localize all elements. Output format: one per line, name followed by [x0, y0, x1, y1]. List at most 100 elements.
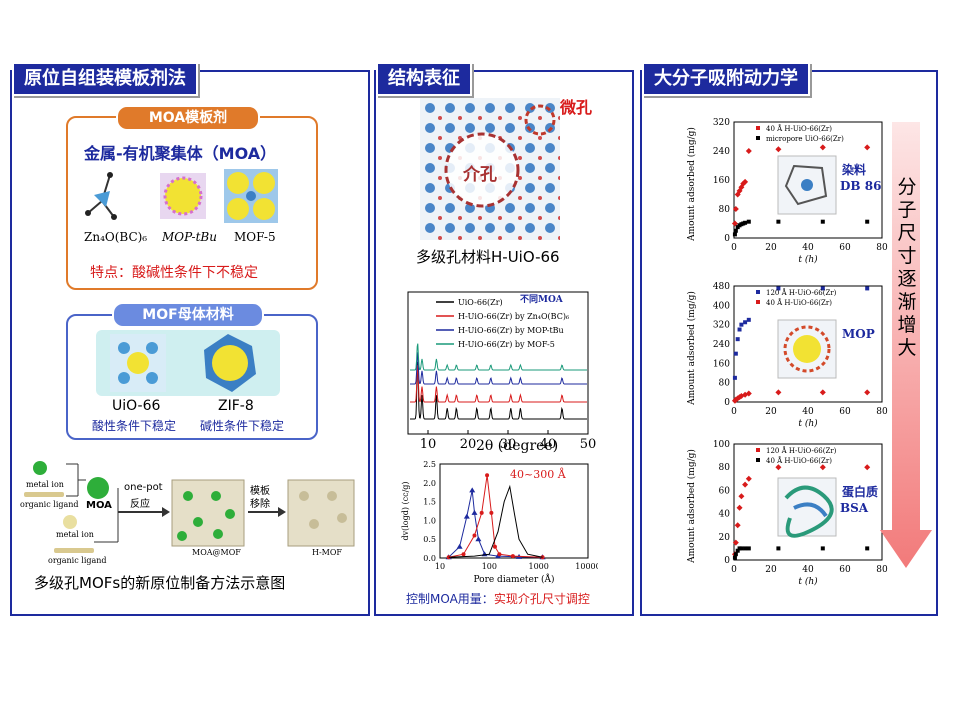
lattice-node — [505, 123, 515, 133]
lattice-oxygen — [538, 196, 542, 200]
kinetic-point — [775, 389, 782, 396]
lattice-node — [465, 223, 475, 233]
kinetic-point — [819, 389, 826, 396]
kinetic-ytick-label: 80 — [719, 379, 731, 389]
kinetic-point — [737, 327, 742, 332]
kinetic-point — [732, 539, 739, 546]
lattice-node — [545, 163, 555, 173]
kinetic-xlabel: t (h) — [798, 418, 818, 429]
lattice-oxygen — [438, 136, 442, 140]
lattice-oxygen — [538, 136, 542, 140]
xrd-xtick-label: 50 — [580, 437, 597, 452]
lattice-oxygen — [538, 116, 542, 120]
kinetic-ytick-label: 40 — [719, 510, 731, 520]
pore-point — [456, 543, 463, 549]
size-increase-arrow — [880, 122, 932, 570]
kinetic-chart-1: 0 80 160 240 320 0 20 40 60 80 t (h) Amount adsorbe… — [680, 116, 890, 266]
kinetic-point — [819, 144, 826, 151]
moa-structures — [85, 169, 278, 223]
kinetic-point — [745, 390, 752, 397]
kinetic-legend-marker — [756, 458, 760, 462]
kinetic-tag-1: 染料 — [841, 162, 866, 177]
lattice-oxygen — [438, 196, 442, 200]
pore-note: 控制MOA用量：实现介孔尺寸调控 — [406, 590, 590, 607]
kinetic-point — [739, 322, 744, 327]
pore-ytick-label: 2.0 — [423, 479, 436, 488]
lattice-oxygen — [458, 216, 462, 220]
lattice-node — [425, 143, 435, 153]
kinetic-point — [732, 206, 739, 212]
kinetic-xtick-label: 0 — [731, 565, 737, 575]
pore-series-0 — [448, 490, 543, 558]
molecule-inset — [777, 477, 837, 538]
kinetic-xtick-label: 20 — [765, 565, 777, 575]
kinetic-frame — [733, 121, 883, 239]
lattice-oxygen — [438, 116, 442, 120]
kinetic-xtick-label: 60 — [839, 243, 851, 253]
pore-point — [472, 533, 477, 538]
kinetic-xlabel: t (h) — [798, 576, 818, 587]
kinetic-tag-2: DB 86 — [840, 179, 881, 193]
kinetic-point — [864, 144, 871, 151]
pore-point — [510, 554, 515, 559]
xrd-xtick-label: 40 — [540, 437, 557, 452]
kinetic-legend-label: 40 Å H-UiO-66(Zr) — [766, 456, 832, 465]
kinetic-point — [775, 146, 782, 153]
lattice-node — [445, 123, 455, 133]
feature-body: 酸碱性条件下不稳定 — [132, 265, 258, 281]
lattice-oxygen — [478, 116, 482, 120]
kinetic-ylabel: Amount adsorbed (mg/g) — [686, 291, 697, 406]
protein-ribbon-2 — [793, 502, 828, 518]
pore-note-blue: 控制MOA用量： — [406, 592, 494, 606]
scheme-graphic — [24, 461, 355, 553]
pore-point — [489, 510, 494, 515]
kinetic-xtick-label: 40 — [802, 407, 814, 417]
pore-annotation: 40~300 Å — [510, 467, 567, 481]
mesopore-label: 介孔 — [463, 165, 497, 185]
moa-heading: 金属-有机聚集体（MOA） — [84, 144, 277, 163]
lattice-oxygen — [538, 156, 542, 160]
lattice-oxygen — [438, 216, 442, 220]
mof5-structure — [224, 169, 278, 223]
kinetic-point — [733, 552, 738, 557]
kinetic-frame — [733, 443, 883, 561]
lattice-node — [545, 103, 555, 113]
lattice-node — [525, 143, 535, 153]
kinetic-point — [865, 546, 870, 551]
xrd-legend-label: H-UiO-66(Zr) by MOF-5 — [458, 340, 555, 349]
kinetic-point — [865, 219, 870, 224]
lattice-oxygen — [498, 116, 502, 120]
lattice-oxygen — [518, 196, 522, 200]
pore-xtick-label: 100 — [482, 562, 497, 571]
kinetic-legend-label: 40 Å H-UiO-66(Zr) — [766, 298, 832, 307]
lattice-node — [465, 203, 475, 213]
kinetic-point — [738, 493, 745, 500]
kinetic-ylabel: Amount adsorbed (mg/g) — [686, 127, 697, 242]
lattice-node — [525, 183, 535, 193]
kinetic-chart-3: 0 20 40 60 80 100 0 20 40 60 80 t (h) Amount adsorbe… — [680, 438, 890, 588]
panel-title-kinetics: 大分子吸附动力学 — [642, 62, 810, 96]
lattice-node — [445, 103, 455, 113]
mof-zif8-name: ZIF-8 — [218, 398, 254, 414]
mop-shell — [783, 325, 831, 373]
kinetic-point — [732, 375, 737, 380]
kinetic-point — [746, 219, 751, 224]
pore-ylabel: dv(logd) (cc/g) — [401, 481, 410, 540]
lattice-node — [425, 183, 435, 193]
lattice-node — [505, 203, 515, 213]
kinetic-point — [732, 555, 737, 560]
lattice-oxygen — [518, 156, 522, 160]
xrd-legend-label: H-UiO-66(Zr) by Zn₄O(BC)₆ — [458, 312, 569, 321]
kinetic-ytick-label: 320 — [713, 321, 730, 331]
lattice-node — [485, 223, 495, 233]
kinetic-tag-1: MOP — [842, 327, 875, 341]
size-increase-text: 分子尺寸逐渐增大 — [896, 176, 918, 360]
kinetic-ytick-label: 20 — [719, 533, 731, 543]
pore-chart: 0.0 0.5 1.0 1.5 2.0 2.5 10 100 1000 10000 Pore dia… — [398, 458, 601, 588]
kinetic-legend-marker — [756, 126, 760, 130]
xrd-series-0 — [410, 361, 587, 420]
mop-core — [793, 335, 821, 363]
xrd-xtick-label: 30 — [500, 437, 517, 452]
lattice-node — [525, 103, 535, 113]
pore-series-2 — [448, 484, 543, 558]
